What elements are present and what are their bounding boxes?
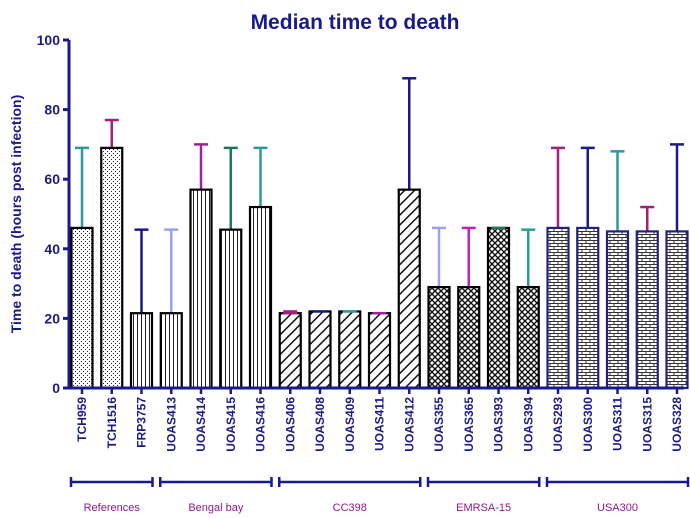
x-tick-label: UOAS365 [462, 397, 476, 452]
x-tick-label: UOAS409 [343, 397, 357, 452]
y-tick-label: 60 [44, 171, 60, 187]
x-tick-label: TCH1516 [105, 397, 119, 449]
bar [635, 230, 659, 390]
group-label: EMRSA-15 [456, 502, 511, 514]
bar [605, 230, 630, 390]
bar [248, 205, 273, 390]
group-label: CC398 [333, 502, 367, 514]
bar [397, 188, 421, 390]
y-tick-label: 20 [44, 310, 60, 326]
bar [159, 312, 183, 390]
bar [576, 226, 600, 390]
x-tick-label: UOAS293 [551, 397, 565, 452]
bar [486, 226, 511, 390]
bar [546, 226, 570, 390]
bar [457, 285, 481, 390]
x-tick-label: UOAS328 [670, 397, 684, 452]
x-tick-label: UOAS393 [492, 397, 506, 452]
y-tick-label: 0 [52, 380, 60, 396]
bar [427, 285, 451, 390]
x-tick-label: UOAS394 [521, 397, 535, 452]
bar [70, 226, 94, 390]
x-tick-label: UOAS408 [313, 397, 327, 452]
y-tick-label: 80 [44, 102, 60, 118]
y-tick-label: 40 [44, 241, 60, 257]
bar [189, 188, 213, 390]
x-tick-label: TCH959 [75, 397, 89, 442]
x-tick-label: UOAS414 [194, 397, 208, 452]
x-tick-label: UOAS412 [402, 397, 416, 452]
chart-title: Median time to death [251, 11, 460, 34]
bar [516, 285, 540, 390]
x-tick-label: UOAS411 [373, 397, 387, 451]
group-label: Bengal bay [188, 502, 244, 514]
bar [308, 310, 332, 390]
group-brackets: References Bengal bay CC398 EMRSA-15 USA300 [69, 477, 690, 514]
y-tick-label: 100 [37, 32, 61, 48]
bars [70, 146, 689, 390]
bar [100, 146, 124, 390]
bar [367, 312, 392, 390]
x-tick-label: UOAS415 [224, 397, 238, 452]
y-axis: 0 20 40 60 80 100 [37, 32, 71, 396]
x-tick-label: UOAS406 [283, 397, 297, 452]
bar [278, 312, 302, 390]
x-tick-label: UOAS355 [432, 397, 446, 452]
x-tick-label: UOAS416 [254, 397, 268, 452]
x-tick-labels: TCH959 TCH1516 FRP3757 UOAS413 UOAS414 UOAS41… [75, 388, 684, 452]
y-axis-label: Time to death (hours post infection) [8, 95, 24, 334]
x-tick-label: FRP3757 [135, 397, 149, 448]
x-tick-label: UOAS300 [581, 397, 595, 452]
error-bars [75, 77, 684, 314]
bar [665, 230, 689, 390]
group-label: USA300 [597, 502, 638, 514]
bar [129, 312, 154, 390]
x-tick-label: UOAS315 [640, 397, 654, 452]
x-tick-label: UOAS413 [164, 397, 178, 452]
bar [219, 228, 243, 390]
x-tick-label: UOAS311 [611, 397, 625, 451]
group-label: References [84, 502, 141, 514]
bar [338, 310, 362, 390]
